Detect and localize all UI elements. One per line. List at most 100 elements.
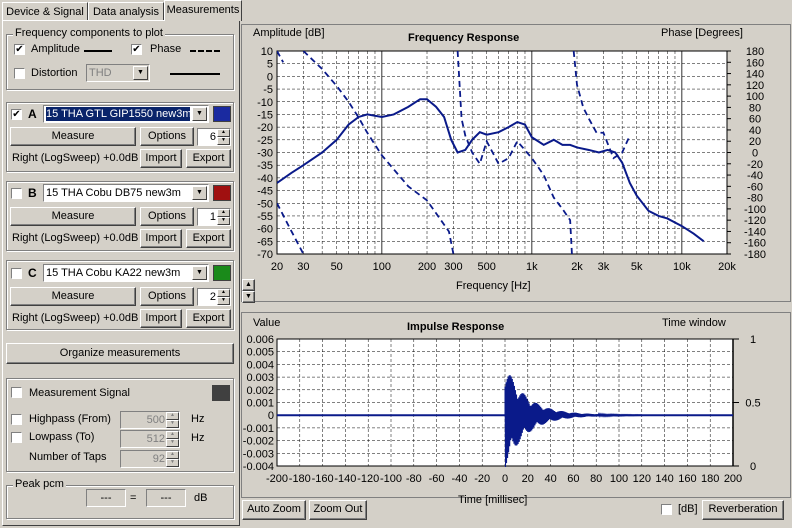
x-tick-label: 160 (678, 473, 696, 485)
chevron-down-icon[interactable]: ▼ (192, 266, 207, 280)
x-tick-label: 140 (655, 473, 673, 485)
x-tick-label: 20k (718, 261, 736, 273)
measurement-a-measure-button[interactable]: Measure (10, 127, 136, 146)
peak-pcm-group (6, 485, 234, 519)
tab-label: Device & Signal (6, 6, 84, 18)
distortion-select-value: THD (89, 67, 112, 79)
spinner-arrows[interactable]: ▲ ▼ (217, 129, 230, 145)
chevron-down-icon[interactable]: ▼ (192, 107, 207, 121)
chevron-down-icon[interactable]: ▼ (133, 66, 148, 80)
measurement-c-options-button[interactable]: Options (140, 287, 194, 306)
impulse-response-chart[interactable]: -200 -180 -160 -140 -120 -100 -80 -60 -40 -20 0 20 4… (241, 312, 791, 498)
spinner-arrows[interactable]: ▲ ▼ (217, 289, 230, 305)
measurement-c-info: Right (LogSweep) +0.0dB (12, 312, 139, 324)
distortion-label: Distortion (31, 67, 78, 79)
highpass-value: 500 (146, 414, 165, 426)
amplitude-checkbox[interactable]: ✔ (14, 44, 25, 55)
distortion-select[interactable]: THD ▼ (86, 64, 150, 82)
highpass-checkbox[interactable] (11, 414, 22, 425)
measurement-b-export-button[interactable]: Export (186, 229, 231, 248)
y-tick-label: -55 (257, 211, 273, 223)
measurement-c-checkbox[interactable] (11, 268, 22, 279)
peak-pcm-title: Peak pcm (13, 478, 66, 490)
measurement-b-measure-button[interactable]: Measure (10, 207, 136, 226)
y2-tick-label: -140 (744, 226, 766, 238)
measurement-c-import-button[interactable]: Import (140, 309, 182, 328)
chevron-down-icon[interactable]: ▼ (192, 186, 207, 200)
db-checkbox[interactable] (661, 504, 672, 515)
zoom-out-button[interactable]: Zoom Out (309, 500, 367, 520)
x-tick-label: -180 (289, 473, 311, 485)
y2-tick-label: -120 (744, 215, 766, 227)
measurement-a-import-button[interactable]: Import (140, 149, 182, 168)
measurement-signal-checkbox[interactable] (11, 387, 22, 398)
spinner-arrows[interactable]: ▲ ▼ (166, 431, 179, 447)
x-tick-label: 20 (271, 261, 283, 273)
measurement-signal-group (6, 378, 234, 472)
measurement-b-color-swatch[interactable] (213, 185, 231, 201)
measurement-b-checkbox[interactable] (11, 188, 22, 199)
lowpass-value: 512 (146, 433, 165, 445)
x-tick-label: -160 (312, 473, 334, 485)
peak-right-field: --- (146, 489, 186, 507)
frequency-response-chart[interactable]: 1050-5-10-15-20-25-30-35-40-45-50-55-60-… (241, 24, 791, 302)
highpass-unit: Hz (191, 413, 205, 425)
x-tick-label: 50 (331, 261, 343, 273)
spinner-arrows[interactable]: ▲ ▼ (166, 451, 179, 467)
highpass-spinner[interactable]: 500 ▲ ▼ (120, 411, 180, 429)
taps-value: 92 (152, 453, 165, 465)
peak-unit: dB (194, 492, 208, 504)
auto-zoom-button[interactable]: Auto Zoom (242, 500, 306, 520)
measurement-c-count-spinner[interactable]: 2 ▲ ▼ (197, 288, 231, 306)
lowpass-checkbox[interactable] (11, 432, 22, 443)
measurement-c-group (6, 260, 234, 330)
measurement-b-import-button[interactable]: Import (140, 229, 182, 248)
measurement-a-options-button[interactable]: Options (140, 127, 194, 146)
measurement-c-export-button[interactable]: Export (186, 309, 231, 328)
measurement-b-options-button[interactable]: Options (140, 207, 194, 226)
y-tick-label: 10 (261, 46, 273, 58)
highpass-label: Highpass (From) (29, 413, 111, 425)
x-tick-label: 200 (418, 261, 436, 273)
measurement-c-select[interactable]: 15 THA Cobu KA22 new3m ▼ (43, 264, 209, 282)
signal-color-swatch[interactable] (212, 385, 230, 401)
y-tick-label: -50 (257, 198, 273, 210)
y2-tick-label: 60 (749, 114, 761, 126)
y2-tick-label: -180 (744, 249, 766, 261)
scroll-down-icon[interactable]: ▼ (242, 291, 255, 303)
measurement-b-info: Right (LogSweep) +0.0dB (12, 232, 139, 244)
tab-measurements[interactable]: Measurements (164, 0, 242, 21)
measurement-c-color-swatch[interactable] (213, 265, 231, 281)
measurement-b-select[interactable]: 15 THA Cobu DB75 new3m ▼ (43, 184, 209, 202)
spinner-arrows[interactable]: ▲ ▼ (217, 209, 230, 225)
distortion-checkbox[interactable] (14, 68, 25, 79)
x-tick-label: 5k (631, 261, 643, 273)
y-tick-label: -65 (257, 236, 273, 248)
x-tick-label: -80 (406, 473, 422, 485)
measurement-a-checkbox[interactable]: ✔ (11, 109, 22, 120)
reverberation-button[interactable]: Reverberation (702, 500, 784, 520)
organize-measurements-button[interactable]: Organize measurements (6, 343, 234, 364)
lowpass-spinner[interactable]: 512 ▲ ▼ (120, 430, 180, 448)
scroll-up-icon[interactable]: ▲ (242, 279, 255, 291)
taps-spinner[interactable]: 92 ▲ ▼ (120, 450, 180, 468)
measurement-a-letter: A (28, 107, 37, 121)
measurement-a-name: 15 THA GTL GIP1550 new3m (46, 107, 190, 121)
measurement-a-select[interactable]: 15 THA GTL GIP1550 new3m ▼ (43, 105, 209, 123)
spinner-arrows[interactable]: ▲ ▼ (166, 412, 179, 428)
x-tick-label: -120 (357, 473, 379, 485)
measurement-a-color-swatch[interactable] (213, 106, 231, 122)
tab-label: Data analysis (92, 6, 160, 18)
measurement-a-count-spinner[interactable]: 6 ▲ ▼ (197, 128, 231, 146)
x-tick-label: 40 (544, 473, 556, 485)
measurement-a-info: Right (LogSweep) +0.0dB (12, 152, 139, 164)
tab-device-signal[interactable]: Device & Signal (2, 2, 88, 20)
measurement-c-measure-button[interactable]: Measure (10, 287, 136, 306)
phase-checkbox[interactable]: ✔ (131, 44, 142, 55)
tab-data-analysis[interactable]: Data analysis (88, 2, 164, 20)
measurement-b-count-spinner[interactable]: 1 ▲ ▼ (197, 208, 231, 226)
measurement-a-export-button[interactable]: Export (186, 149, 231, 168)
db-label: [dB] (678, 503, 698, 515)
measurement-b-name: 15 THA Cobu DB75 new3m (46, 187, 181, 199)
taps-label: Number of Taps (29, 451, 107, 463)
